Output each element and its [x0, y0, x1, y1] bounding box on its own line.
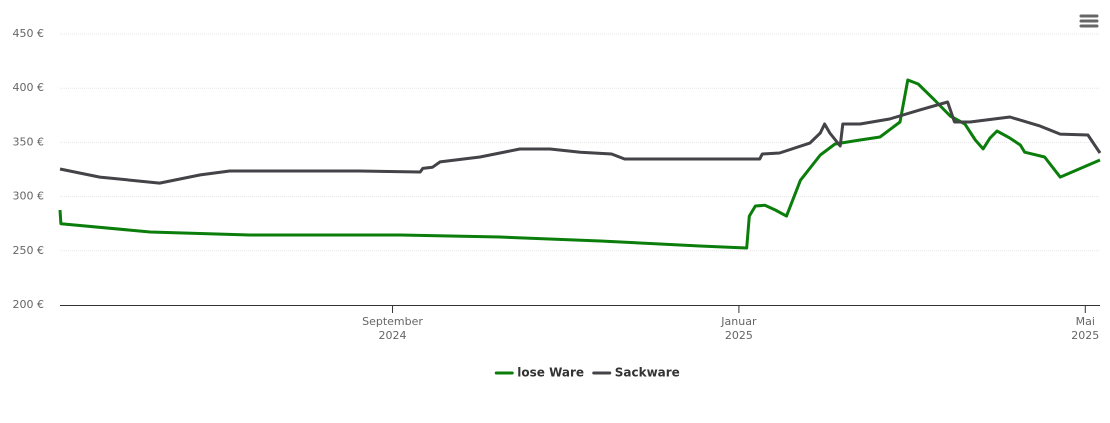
y-tick-label: 350 € [13, 135, 45, 148]
y-tick-label: 400 € [13, 81, 45, 94]
y-tick-label: 250 € [13, 244, 45, 257]
legend-item[interactable]: lose Ware [494, 366, 584, 380]
menu-button[interactable] [1078, 12, 1100, 32]
line-series [59, 100, 1102, 185]
x-tick-label: Januar 2025 [720, 315, 757, 342]
line-series [58, 78, 1101, 250]
y-tick-label: 450 € [13, 27, 45, 40]
x-tick-label: September 2024 [362, 315, 423, 342]
y-tick-label: 300 € [13, 190, 45, 203]
y-tick-label: 200 € [13, 298, 45, 311]
legend-label: lose Ware [517, 366, 584, 380]
x-tick-label: Mai 2025 [1071, 315, 1099, 342]
legend-label: Sackware [615, 366, 680, 380]
legend-item[interactable]: Sackware [592, 366, 680, 380]
